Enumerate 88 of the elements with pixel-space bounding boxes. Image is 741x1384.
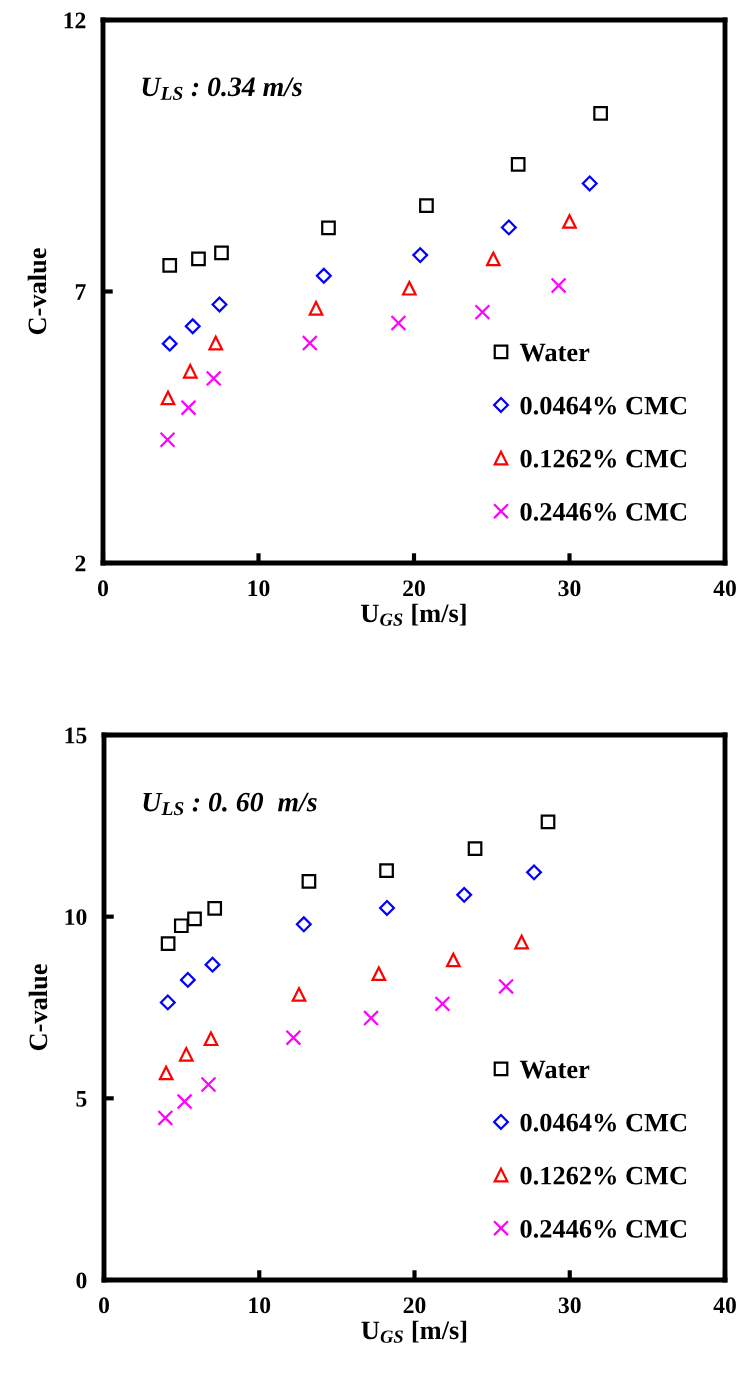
- point: [205, 370, 222, 387]
- point: [211, 296, 228, 313]
- point: [301, 874, 317, 889]
- x-axis-title: U$_{GS}$ [m/s]: [360, 603, 466, 626]
- point: [390, 314, 407, 332]
- point: [208, 335, 224, 351]
- point: [159, 431, 176, 448]
- point: [401, 280, 417, 296]
- point: [526, 864, 543, 881]
- x-tick-label: 0: [98, 580, 108, 597]
- y-axis-title: C-value: [27, 248, 47, 335]
- legend-label: Water: [519, 343, 590, 362]
- point: [498, 978, 515, 995]
- point: [500, 219, 517, 236]
- point: [593, 106, 608, 121]
- point: [467, 841, 483, 857]
- legend-label: Water: [519, 1060, 590, 1079]
- y-tick-label: 10: [65, 909, 87, 926]
- point: [173, 918, 189, 934]
- x-tick-label: 10: [249, 1297, 271, 1314]
- point: [158, 1065, 174, 1081]
- x-tick-label: 30: [558, 1297, 581, 1314]
- point: [474, 304, 491, 321]
- legend-label: 0.1262% CMC: [520, 1166, 687, 1185]
- point: [204, 956, 221, 973]
- point: [315, 267, 332, 284]
- point: [203, 1031, 219, 1047]
- point: [182, 363, 198, 379]
- point: [434, 995, 451, 1012]
- point: [187, 911, 202, 927]
- x-tick-label: 30: [558, 580, 581, 597]
- point: [176, 1093, 193, 1110]
- point: [581, 175, 598, 192]
- point: [184, 318, 201, 335]
- point: [161, 335, 178, 352]
- point: [308, 300, 324, 316]
- point: [178, 1047, 194, 1062]
- point: [562, 214, 577, 229]
- y-tick-label: 15: [65, 727, 87, 744]
- x-tick-label: 40: [713, 580, 736, 597]
- point: [285, 1029, 302, 1046]
- x-tick-label: 0: [99, 1297, 109, 1314]
- y-tick-label: 0: [76, 1272, 87, 1289]
- point: [214, 245, 229, 261]
- point: [362, 1009, 380, 1027]
- annotation: U$_{LS}$ : 0.34 m/s: [142, 77, 302, 100]
- point: [321, 220, 336, 236]
- point: [379, 863, 394, 878]
- legend-label: 0.1262% CMC: [520, 449, 687, 468]
- point: [157, 1109, 174, 1127]
- point: [162, 258, 178, 273]
- point: [207, 900, 223, 916]
- point: [485, 251, 501, 267]
- point: [159, 994, 176, 1011]
- x-tick-label: 10: [248, 580, 270, 597]
- point: [550, 277, 567, 294]
- point: [514, 934, 529, 950]
- x-axis-title: U$_{GS}$ [m/s]: [361, 1320, 467, 1343]
- y-tick-label: 7: [75, 284, 86, 300]
- legend-label: 0.0464% CMC: [520, 396, 687, 415]
- point: [301, 335, 318, 352]
- point: [160, 936, 176, 951]
- point: [456, 886, 473, 903]
- legend-label: 0.2446% CMC: [520, 502, 687, 521]
- point: [180, 399, 197, 416]
- y-axis-title: C-value: [28, 964, 48, 1051]
- point: [540, 814, 556, 830]
- point: [200, 1076, 217, 1093]
- annotation: U$_{LS}$ : 0. 60 m/s: [143, 792, 317, 816]
- y-tick-label: 5: [76, 1091, 87, 1107]
- legend-label: 0.2446% CMC: [520, 1219, 687, 1238]
- point: [510, 157, 526, 172]
- point: [419, 198, 434, 214]
- y-tick-label: 2: [75, 555, 86, 572]
- legend-label: 0.0464% CMC: [520, 1113, 687, 1132]
- point: [160, 390, 176, 406]
- x-tick-label: 20: [403, 1297, 426, 1314]
- point: [191, 251, 206, 267]
- x-tick-label: 40: [713, 1297, 736, 1314]
- point: [412, 247, 429, 264]
- x-tick-label: 20: [403, 580, 425, 597]
- point: [379, 899, 396, 916]
- point: [445, 952, 461, 968]
- point: [291, 987, 307, 1002]
- point: [295, 916, 312, 933]
- point: [371, 966, 387, 982]
- point: [179, 971, 196, 988]
- y-tick-label: 12: [64, 12, 86, 29]
